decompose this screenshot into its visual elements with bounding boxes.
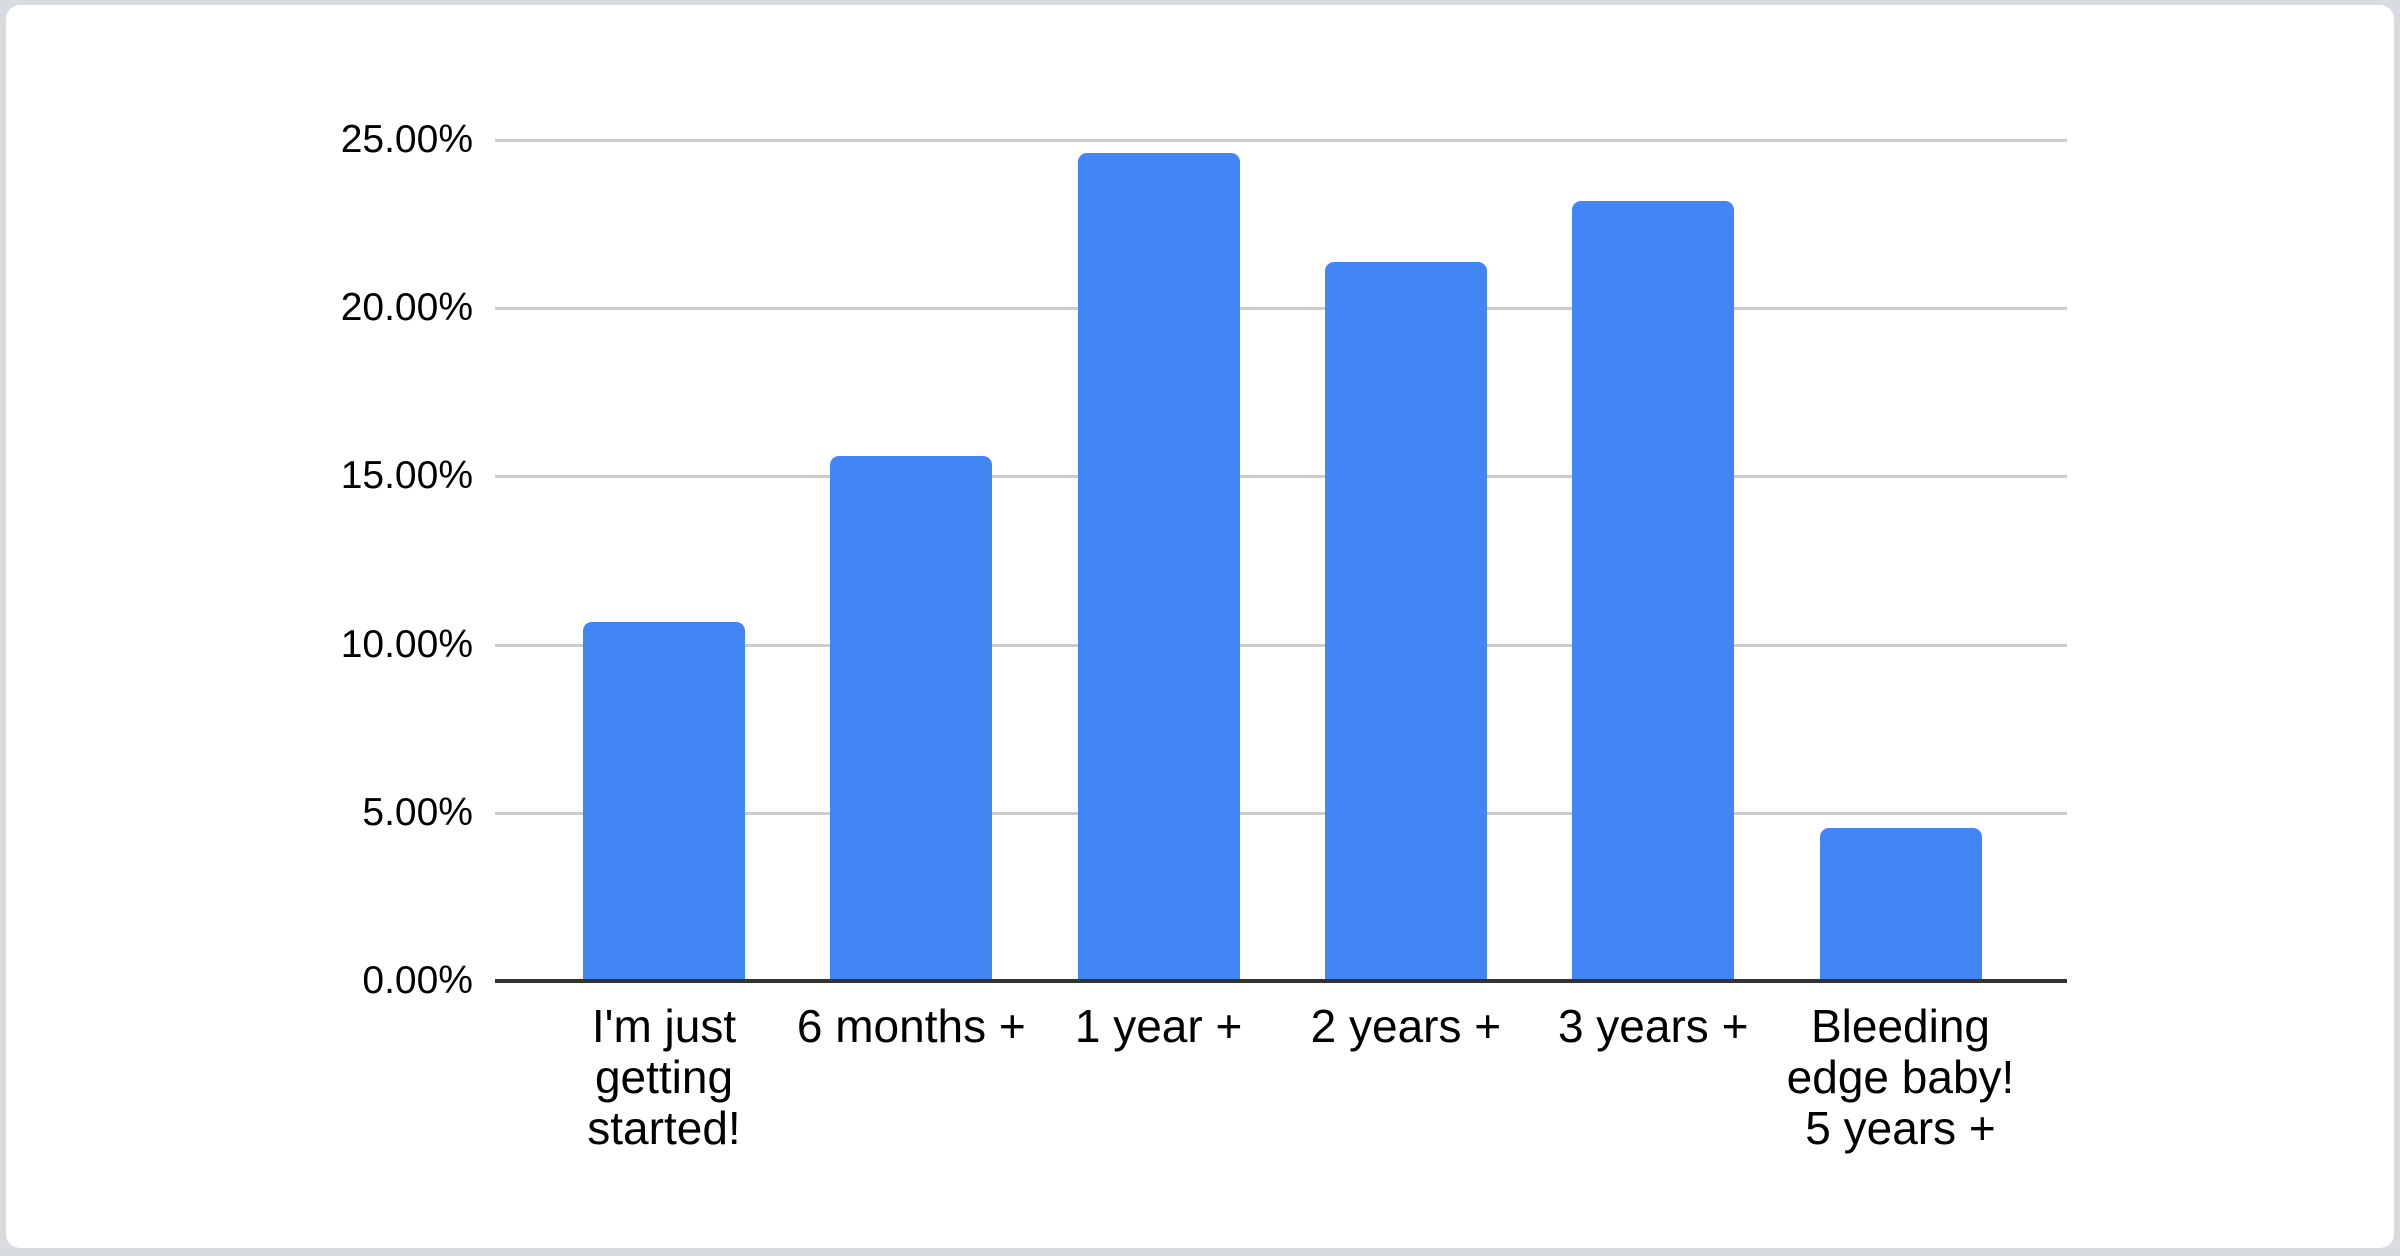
y-tick-label: 10.00% xyxy=(340,622,473,666)
bar[interactable] xyxy=(1819,827,1982,981)
y-tick-label: 15.00% xyxy=(340,454,473,498)
bar[interactable] xyxy=(1572,200,1735,981)
bar[interactable] xyxy=(1324,262,1487,981)
y-tick-label: 5.00% xyxy=(362,790,473,834)
x-category-label: 3 years + xyxy=(1557,1000,1749,1052)
gridline xyxy=(495,139,2067,142)
y-tick-label: 25.00% xyxy=(340,118,473,161)
gridline xyxy=(495,475,2067,479)
y-tick-label: 0.00% xyxy=(362,959,473,1002)
x-category-label: 1 year + xyxy=(1074,1000,1243,1052)
x-category-label: I'm just getting started! xyxy=(587,1000,741,1155)
bar[interactable] xyxy=(1077,153,1240,981)
y-tick-label: 20.00% xyxy=(340,286,473,330)
bar[interactable] xyxy=(830,455,993,981)
x-category-label: 2 years + xyxy=(1310,1000,1502,1052)
x-category-label: Bleeding edge baby! 5 years + xyxy=(1786,1000,2015,1155)
gridline xyxy=(495,307,2067,311)
gridline xyxy=(495,643,2067,647)
x-category-label: 6 months + xyxy=(796,1000,1026,1052)
bar[interactable] xyxy=(583,622,745,981)
x-axis-line xyxy=(495,979,2067,983)
gridline xyxy=(495,811,2067,815)
